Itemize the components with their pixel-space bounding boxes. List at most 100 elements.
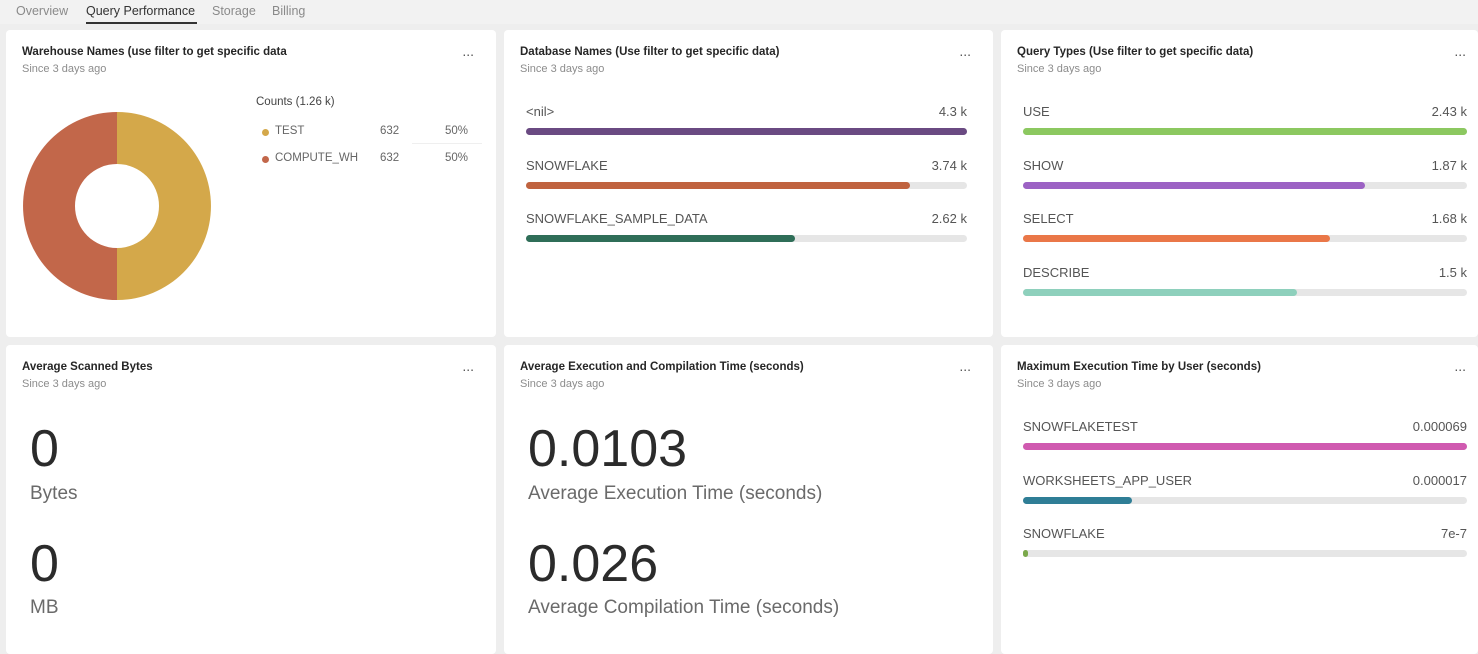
- bar-fill: [1023, 182, 1365, 189]
- legend-percent: 50%: [445, 125, 469, 137]
- bar-value: 1.68 k: [1431, 211, 1467, 226]
- bar-row[interactable]: USE 2.43 k: [1023, 104, 1467, 144]
- legend-percent: 50%: [445, 152, 469, 164]
- mb-label: MB: [30, 597, 59, 618]
- bar-label: WORKSHEETS_APP_USER: [1023, 473, 1193, 488]
- mb-value: 0: [30, 535, 59, 593]
- bar-row[interactable]: SNOWFLAKE 3.74 k: [526, 158, 967, 198]
- bar-label: <nil>: [526, 104, 555, 119]
- card-title: Average Execution and Compilation Time (…: [520, 361, 804, 373]
- bar-value: 1.5 k: [1438, 265, 1467, 280]
- bar-track: [1023, 235, 1467, 242]
- bar-fill: [526, 182, 910, 189]
- bar-row[interactable]: <nil> 4.3 k: [526, 104, 967, 144]
- execution-compilation-card: Average Execution and Compilation Time (…: [504, 345, 993, 654]
- tab-bar: Overview Query Performance Storage Billi…: [0, 0, 1478, 24]
- bar-row[interactable]: SNOWFLAKETEST 0.000069: [1023, 419, 1467, 459]
- bar-label: USE: [1023, 104, 1050, 119]
- bar-track: [526, 128, 967, 135]
- bar-fill: [1023, 443, 1467, 450]
- bar-row[interactable]: SNOWFLAKE 7e-7: [1023, 526, 1467, 566]
- bytes-label: Bytes: [30, 483, 78, 504]
- card-title: Average Scanned Bytes: [22, 361, 153, 373]
- bar-label: SNOWFLAKE: [526, 158, 608, 173]
- bar-track: [1023, 550, 1467, 557]
- card-title: Maximum Execution Time by User (seconds): [1017, 361, 1261, 373]
- more-options-icon[interactable]: ...: [462, 358, 474, 374]
- card-subtitle: Since 3 days ago: [1017, 378, 1102, 390]
- bar-row[interactable]: SHOW 1.87 k: [1023, 158, 1467, 198]
- database-names-card: Database Names (Use filter to get specif…: [504, 30, 993, 337]
- more-options-icon[interactable]: ...: [1454, 43, 1466, 59]
- more-options-icon[interactable]: ...: [462, 43, 474, 59]
- active-tab-indicator: [86, 22, 197, 24]
- bytes-value: 0: [30, 420, 59, 478]
- execution-time-label: Average Execution Time (seconds): [528, 483, 823, 504]
- card-title: Database Names (Use filter to get specif…: [520, 46, 780, 58]
- legend-title: Counts (1.26 k): [256, 96, 335, 108]
- bar-value: 7e-7: [1440, 526, 1467, 541]
- query-types-card: Query Types (Use filter to get specific …: [1001, 30, 1478, 337]
- card-title: Query Types (Use filter to get specific …: [1017, 46, 1254, 58]
- bar-track: [1023, 182, 1467, 189]
- bar-track: [526, 235, 967, 242]
- bar-label: SELECT: [1023, 211, 1074, 226]
- card-subtitle: Since 3 days ago: [22, 63, 107, 75]
- compilation-time-label: Average Compilation Time (seconds): [528, 597, 840, 618]
- bar-row[interactable]: DESCRIBE 1.5 k: [1023, 265, 1467, 305]
- bar-track: [1023, 497, 1467, 504]
- bar-label: SNOWFLAKE: [1023, 526, 1105, 541]
- bar-label: SNOWFLAKETEST: [1023, 419, 1138, 434]
- bar-fill: [1023, 550, 1029, 557]
- card-title: Warehouse Names (use filter to get speci…: [22, 46, 287, 58]
- bar-fill: [1023, 128, 1467, 135]
- bar-row[interactable]: SNOWFLAKE_SAMPLE_DATA 2.62 k: [526, 211, 967, 251]
- legend-count: 632: [380, 125, 400, 137]
- tab-storage[interactable]: Storage: [212, 4, 256, 18]
- bar-fill: [1023, 497, 1133, 504]
- execution-time-value: 0.0103: [528, 420, 688, 478]
- legend-item-compute-wh[interactable]: COMPUTE_WH 632 50%: [262, 152, 482, 168]
- legend-divider: [412, 143, 482, 144]
- bar-value: 3.74 k: [931, 158, 967, 173]
- donut-slice-test[interactable]: [117, 112, 211, 300]
- more-options-icon[interactable]: ...: [959, 358, 971, 374]
- legend-count: 632: [380, 152, 400, 164]
- legend-swatch: [262, 156, 269, 163]
- warehouse-donut-chart: [23, 112, 211, 300]
- card-subtitle: Since 3 days ago: [1017, 63, 1102, 75]
- bar-value: 0.000069: [1412, 419, 1467, 434]
- bar-track: [1023, 443, 1467, 450]
- bar-fill: [1023, 235, 1330, 242]
- bar-track: [1023, 289, 1467, 296]
- max-execution-time-card: Maximum Execution Time by User (seconds)…: [1001, 345, 1478, 654]
- tab-query-performance[interactable]: Query Performance: [86, 4, 196, 18]
- bar-value: 4.3 k: [938, 104, 967, 119]
- legend-item-test[interactable]: TEST 632 50%: [262, 125, 482, 144]
- warehouse-names-card: Warehouse Names (use filter to get speci…: [6, 30, 496, 337]
- tab-billing[interactable]: Billing: [272, 4, 306, 18]
- card-subtitle: Since 3 days ago: [520, 378, 605, 390]
- bar-fill: [1023, 289, 1298, 296]
- bar-track: [1023, 128, 1467, 135]
- bar-value: 1.87 k: [1431, 158, 1467, 173]
- donut-slice-compute-wh[interactable]: [23, 112, 118, 300]
- bar-value: 2.62 k: [931, 211, 967, 226]
- bar-label: SHOW: [1023, 158, 1064, 173]
- bar-row[interactable]: SELECT 1.68 k: [1023, 211, 1467, 251]
- tab-overview[interactable]: Overview: [16, 4, 69, 18]
- legend-swatch: [262, 129, 269, 136]
- more-options-icon[interactable]: ...: [959, 43, 971, 59]
- bar-track: [526, 182, 967, 189]
- compilation-time-value: 0.026: [528, 535, 659, 593]
- bar-fill: [526, 235, 795, 242]
- bar-row[interactable]: WORKSHEETS_APP_USER 0.000017: [1023, 473, 1467, 513]
- bar-value: 2.43 k: [1431, 104, 1467, 119]
- bar-label: DESCRIBE: [1023, 265, 1090, 280]
- legend-name: TEST: [275, 125, 305, 137]
- more-options-icon[interactable]: ...: [1454, 358, 1466, 374]
- legend-name: COMPUTE_WH: [275, 152, 359, 164]
- card-subtitle: Since 3 days ago: [520, 63, 605, 75]
- bar-label: SNOWFLAKE_SAMPLE_DATA: [526, 211, 708, 226]
- bar-value: 0.000017: [1412, 473, 1467, 488]
